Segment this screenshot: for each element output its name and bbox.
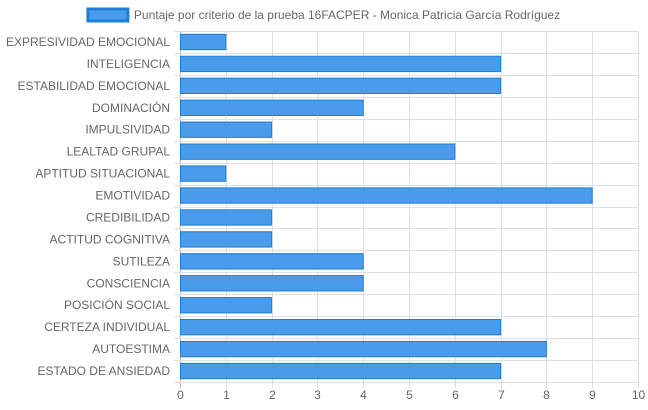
bar[interactable]	[180, 318, 502, 336]
bar[interactable]	[180, 253, 364, 270]
bar[interactable]	[180, 99, 364, 116]
category-label: SUTILEZA	[113, 254, 170, 268]
category-labels: EXPRESIVIDAD EMOCIONAL INTELIGENCIA ESTABI…	[6, 35, 170, 378]
category-label: ESTADO DE ANSIEDAD	[38, 364, 171, 378]
bar[interactable]	[180, 121, 273, 138]
x-tick-label: 5	[406, 388, 413, 402]
bar[interactable]	[180, 209, 273, 226]
chart-legend[interactable]: Puntaje por criterio de la prueba 16FACP…	[86, 7, 560, 23]
category-label: APTITUD SITUACIONAL	[35, 167, 170, 181]
bar[interactable]	[180, 231, 273, 248]
x-tick-label: 0	[177, 388, 184, 402]
bar[interactable]	[180, 275, 364, 292]
category-label: CONSCIENCIA	[87, 276, 170, 290]
x-tick-label: 1	[223, 388, 230, 402]
legend-label[interactable]: Puntaje por criterio de la prueba 16FACP…	[134, 8, 560, 22]
x-tick-label: 6	[452, 388, 459, 402]
x-tick-label: 9	[589, 388, 596, 402]
x-axis-ticks: 0 1 2 3 4 5 6 7 8 9 10	[177, 388, 645, 402]
x-tick-label: 7	[498, 388, 505, 402]
category-label: CREDIBILIDAD	[86, 210, 170, 224]
bar[interactable]	[180, 33, 227, 51]
category-label: IMPULSIVIDAD	[85, 123, 170, 137]
category-label: LEALTAD GRUPAL	[67, 145, 171, 159]
bar[interactable]	[180, 55, 502, 73]
x-tick-label: 2	[269, 388, 276, 402]
category-label: DOMINACIÓN	[92, 100, 170, 115]
category-label: INTELIGENCIA	[87, 57, 170, 71]
category-label: ACTITUD COGNITIVA	[50, 232, 170, 246]
category-label: ESTABILIDAD EMOCIONAL	[18, 79, 171, 93]
x-tick-label: 3	[314, 388, 321, 402]
bar[interactable]	[180, 340, 547, 358]
category-label: AUTOESTIMA	[92, 342, 170, 356]
bar[interactable]	[180, 165, 227, 182]
category-label: CERTEZA INDIVIDUAL	[44, 320, 170, 334]
chart-bars	[180, 33, 593, 380]
bar[interactable]	[180, 77, 502, 95]
category-label: EXPRESIVIDAD EMOCIONAL	[6, 35, 170, 49]
legend-swatch[interactable]	[86, 7, 130, 23]
x-tick-label: 10	[632, 388, 646, 402]
bar[interactable]	[180, 187, 593, 204]
category-label: EMOTIVIDAD	[95, 189, 170, 203]
category-label: POSICIÓN SOCIAL	[64, 297, 170, 312]
x-tick-label: 8	[543, 388, 550, 402]
bar[interactable]	[180, 362, 502, 380]
x-tick-label: 4	[360, 388, 367, 402]
bar[interactable]	[180, 143, 456, 160]
bar[interactable]	[180, 297, 273, 314]
